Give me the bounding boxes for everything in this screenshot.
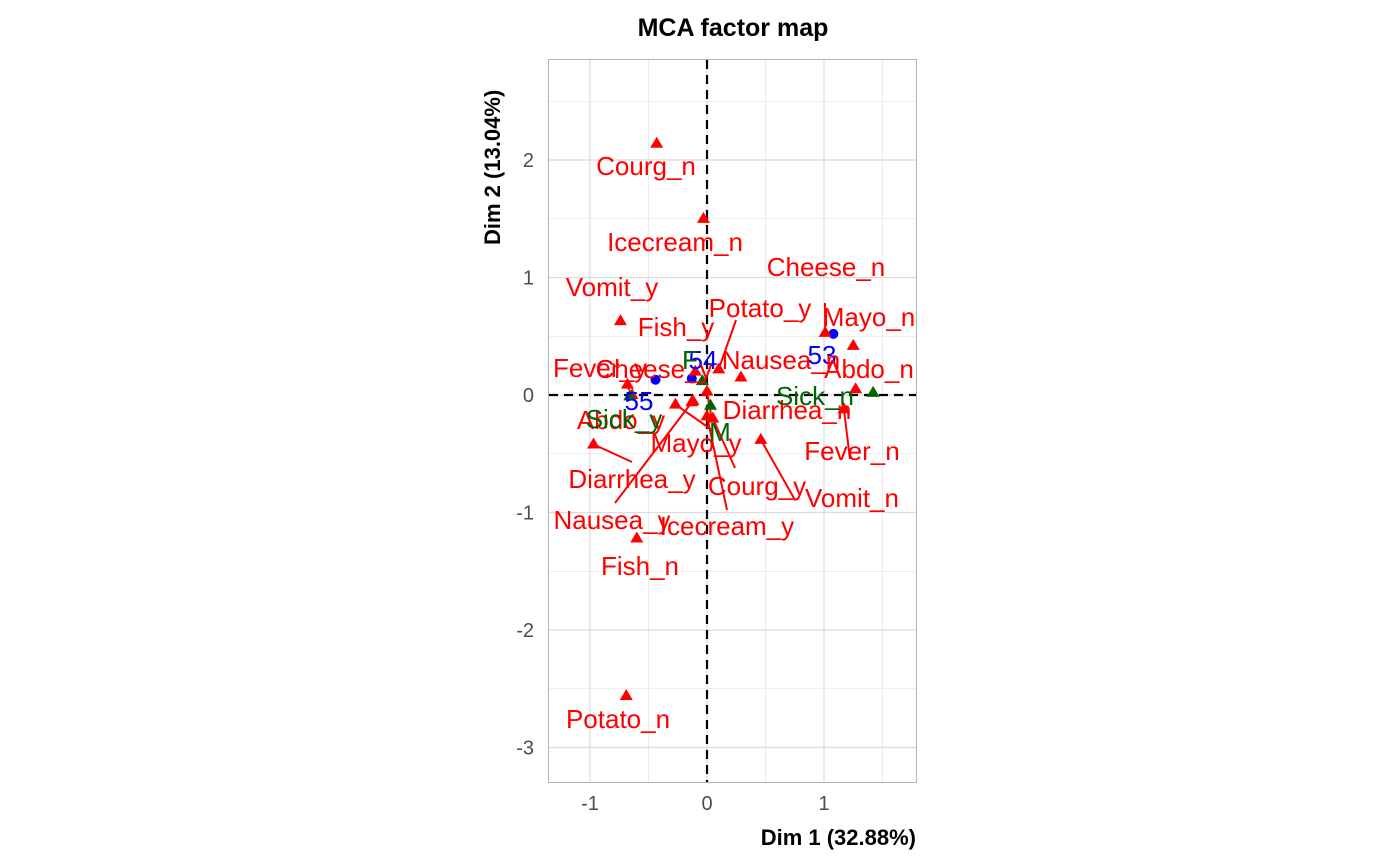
point-55 [650, 374, 661, 385]
point-label-54: 54 [689, 345, 718, 375]
leader-line-courg-y [711, 418, 736, 469]
point-f [695, 374, 709, 386]
point-label-mayo-n: Mayo_n [823, 302, 916, 332]
point-label-cheese-n: Cheese_n [767, 252, 886, 282]
point-diarrhea-y [587, 437, 601, 449]
point-label-m: M [709, 417, 731, 447]
leader-line-mayo-y [674, 403, 713, 431]
point-label-vomit-y: Vomit_y [566, 272, 659, 302]
chart-title: MCA factor map [638, 14, 829, 42]
point-label-fish-y: Fish_y [638, 312, 715, 342]
y-axis-title: Dim 2 (13.04%) [480, 90, 505, 245]
point-nausea-y [686, 394, 700, 406]
x-tick-label: 0 [701, 793, 712, 815]
point-label-nausea-y: Nausea_y [553, 505, 670, 535]
point-m [704, 398, 718, 410]
leader-line-fever-n [842, 408, 851, 460]
point-label-abdo-y: Abdo_y [577, 405, 665, 435]
reference-lines [549, 60, 916, 782]
point-mayo-n [846, 338, 860, 350]
y-tick-label: -1 [516, 503, 534, 525]
point-label-fish-n: Fish_n [601, 551, 679, 581]
points-layer [587, 136, 880, 700]
x-tick-label: -1 [581, 793, 599, 815]
point-icecream-n [696, 211, 710, 223]
point-label-courg-n: Courg_n [596, 151, 696, 181]
point-abdo-n [849, 382, 863, 394]
point-label-icecream-y: Icecream_y [660, 511, 794, 541]
point-label-55: 55 [625, 386, 654, 416]
point-label-potato-y: Potato_y [709, 293, 812, 323]
point-label-courg-y: Courg_y [708, 471, 806, 501]
point-label-53: 53 [808, 340, 837, 370]
point-label-diarrhea-y: Diarrhea_y [568, 464, 695, 494]
leader-line-vomit-n [759, 439, 796, 501]
point-potato-y [712, 362, 726, 374]
point-label-f: F [682, 345, 698, 375]
tick-labels: -1 0 1 2 1 0 -1 -2 -3 [516, 150, 829, 815]
point-label-sick-n: Sick_n [776, 381, 854, 411]
point-sick-y [623, 389, 637, 401]
leader-line-icecream-y [706, 415, 728, 511]
y-tick-label: 2 [523, 150, 534, 172]
point-potato-n [619, 688, 633, 700]
point-label-fever-y: Fever_y [553, 353, 647, 383]
point-cheese-n [818, 325, 832, 337]
point-label-vomit-n: Vomit_n [805, 483, 899, 513]
point-fish-y [688, 364, 702, 376]
point-label-nausea-n: Nausea_n [722, 345, 841, 375]
point-vomit-y [613, 314, 627, 326]
point-fish-n [630, 531, 644, 543]
point-sick-n [866, 385, 880, 397]
point-label-cheese-y: Cheese_y [595, 354, 712, 384]
point-courg-n [650, 136, 664, 148]
point-nausea-n [734, 370, 748, 382]
point-label-fever-n: Fever_n [804, 436, 899, 466]
point-vomit-n [754, 432, 768, 444]
point-diarrhea-n [700, 384, 714, 396]
point-label-diarrhea-n: Diarrhea_n [723, 395, 852, 425]
leader-line-diarrhea-y [593, 443, 633, 463]
point-labels: 53 54 55 Courg_n Icecream_n Cheese_n Mayo_n Vom… [553, 151, 915, 734]
y-tick-label: -3 [516, 738, 534, 760]
point-label-abdo-n: Abdo_n [824, 354, 914, 384]
point-54 [686, 373, 697, 384]
point-fever-n [837, 402, 851, 414]
point-mayo-y [668, 397, 682, 409]
point-label-mayo-y: Mayo_y [650, 428, 741, 458]
y-tick-label: 1 [523, 268, 534, 290]
x-axis-title: Dim 1 (32.88%) [761, 825, 916, 850]
leader-line-potato-y [717, 319, 737, 370]
point-fever-y [620, 377, 634, 389]
point-label-potato-n: Potato_n [566, 704, 670, 734]
leader-line-nausea-y [614, 400, 694, 504]
point-icecream-y [700, 409, 714, 421]
panel-border [548, 59, 917, 783]
point-label-icecream-n: Icecream_n [607, 227, 743, 257]
y-tick-label: 0 [523, 385, 534, 407]
x-tick-label: 1 [818, 793, 829, 815]
y-tick-label: -2 [516, 620, 534, 642]
point-label-sick-y: Sick_y [586, 404, 663, 434]
